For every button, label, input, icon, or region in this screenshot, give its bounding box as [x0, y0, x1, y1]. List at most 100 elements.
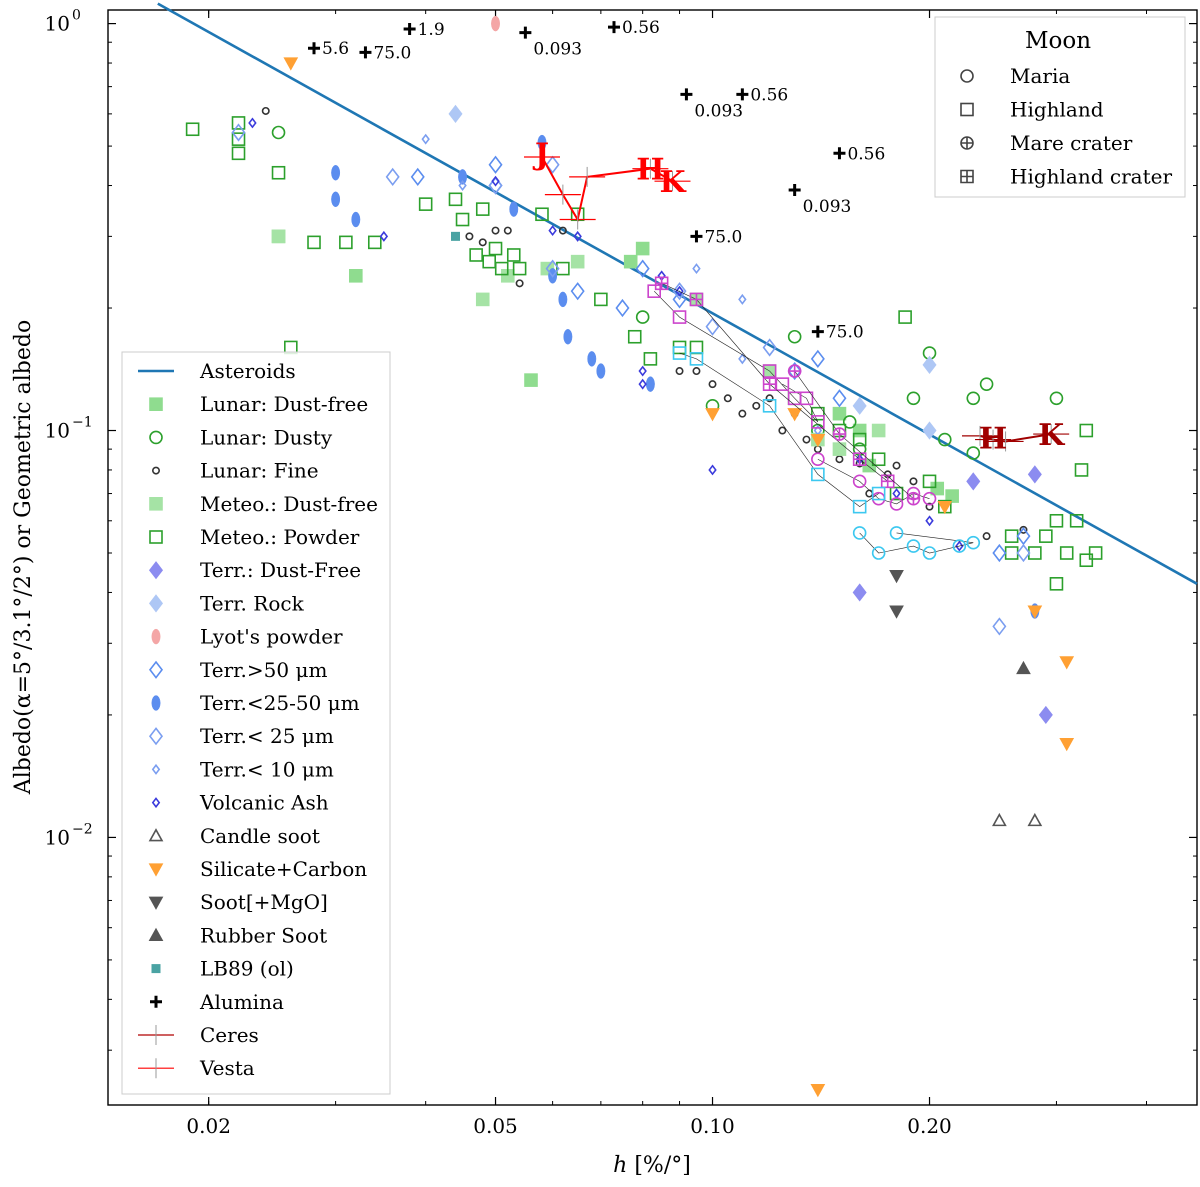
- legend-label-alumina: Alumina: [199, 990, 284, 1014]
- moon-point: [832, 427, 847, 441]
- point-meteo-powder: [339, 235, 353, 250]
- legend-marker-silicate-carbon: [148, 863, 164, 877]
- moon-point: [852, 499, 867, 514]
- point-lyot-s-powder: [491, 15, 500, 32]
- legend-marker-vesta: [138, 1058, 174, 1079]
- moon-point: [762, 364, 777, 378]
- point-meteo-powder: [1039, 529, 1053, 543]
- legend-marker-meteo-dust-free: [149, 496, 163, 511]
- legend-label-asteroids: Asteroids: [199, 359, 296, 383]
- point-terr-rock: [922, 355, 937, 374]
- ceres-point: [962, 425, 999, 446]
- y-tick-exponent: −2: [72, 821, 93, 837]
- moon-point: [966, 535, 981, 550]
- point-terr-25-50-m: [331, 191, 341, 208]
- point-terr-25-50-m: [351, 211, 361, 228]
- point-meteo-powder: [811, 406, 825, 421]
- point-meteo-powder: [1049, 513, 1064, 528]
- point-terr-25-m: [992, 617, 1007, 636]
- legend-marker-lunar-dust-free: [149, 397, 163, 412]
- point-alumina: [680, 88, 693, 101]
- vesta-point: [523, 147, 560, 168]
- moon-point: [654, 276, 669, 291]
- point-lunar-fine: [261, 106, 270, 115]
- legend-label-lunar-dust-free: Lunar: Dust-free: [200, 392, 368, 416]
- vesta-track: [541, 156, 673, 223]
- point-alumina: [811, 325, 824, 338]
- moon-legend-label: Mare crater: [1010, 131, 1133, 155]
- moon-point: [889, 526, 904, 540]
- moon-point-cross: [788, 365, 801, 378]
- point-meteo-powder: [231, 132, 246, 146]
- moon-legend-marker-mare-crater: [960, 136, 974, 150]
- point-terr-rock: [922, 421, 937, 440]
- point-volcanic-ash: [248, 117, 257, 129]
- point-volcanic-ash: [708, 464, 717, 476]
- legend-marker-candle-soot: [148, 828, 164, 842]
- point-terr-25-m: [762, 338, 777, 357]
- moon-point: [799, 391, 814, 406]
- legend-label-candle-soot: Candle soot: [200, 824, 320, 848]
- point-volcanic-ash: [925, 515, 934, 527]
- point-lunar-fine: [558, 226, 567, 235]
- legend-marker-meteo-powder: [149, 530, 163, 544]
- point-meteo-dust-free: [832, 442, 847, 456]
- moon-point-cross: [833, 428, 846, 441]
- vesta-point: [569, 166, 606, 187]
- point-lunar-fine: [802, 435, 811, 444]
- moon-connector-0: [653, 290, 819, 423]
- point-lunar-fine: [778, 426, 787, 435]
- legend-marker-alumina: [150, 995, 162, 1008]
- point-meteo-powder: [1069, 513, 1084, 528]
- moon-point: [852, 526, 867, 540]
- moon-point: [647, 284, 661, 298]
- band-label: J: [532, 137, 549, 172]
- point-meteo-dust-free: [871, 423, 886, 438]
- vesta-point: [544, 184, 581, 205]
- y-tick-label: 10: [45, 419, 70, 443]
- point-silicate-carbon: [937, 501, 953, 515]
- x-tick-label: 0.05: [473, 1114, 518, 1138]
- moon-point: [871, 546, 886, 560]
- x-tick-label: 0.20: [907, 1114, 952, 1138]
- point-meteo-dust-free: [570, 254, 585, 269]
- point-lunar-fine: [909, 477, 918, 486]
- moon-point: [762, 377, 777, 391]
- alumina-annotations-layer: 5.6 75.0 1.9 0.093 0.56 0.093 0.56 0.56 0.093 75.…: [322, 18, 885, 342]
- point-candle-soot: [1027, 812, 1043, 827]
- point-lunar-dusty: [966, 446, 981, 460]
- point-alumina: [608, 21, 620, 34]
- legend-label-terr-rock: Terr. Rock: [200, 591, 305, 615]
- point-terr-25-50-m: [509, 201, 519, 217]
- moon-point: [889, 497, 904, 511]
- point-meteo-powder: [643, 352, 658, 366]
- alumina-size-label: 75.0: [704, 227, 742, 247]
- point-lunar-fine: [503, 226, 512, 235]
- moon-legend-marker-maria: [960, 69, 974, 83]
- point-terr-25-m: [231, 123, 246, 142]
- moon-point: [811, 467, 825, 482]
- band-label: K: [1038, 418, 1065, 453]
- legend-label-terr-10-m: Terr.< 10 μm: [200, 757, 334, 781]
- point-lunar-fine: [925, 502, 934, 511]
- point-meteo-powder: [922, 474, 937, 489]
- legend-label-terr-dust-free: Terr.: Dust-Free: [200, 558, 361, 582]
- point-lunar-fine: [675, 367, 684, 376]
- moon-point: [922, 491, 937, 506]
- point-meteo-powder: [1079, 423, 1094, 438]
- legend-marker-lyot-s-powder: [151, 628, 161, 645]
- point-meteo-powder: [475, 202, 490, 216]
- point-meteo-powder: [1088, 546, 1103, 560]
- point-lunar-fine: [765, 394, 774, 403]
- moon-legend-label: Highland: [1010, 98, 1104, 122]
- point-silicate-carbon: [810, 1084, 826, 1098]
- alumina-size-label: 75.0: [373, 43, 411, 63]
- point-terr-25-m: [385, 167, 400, 187]
- point-volcanic-ash: [955, 540, 964, 552]
- moon-point: [952, 539, 967, 553]
- main-legend: Asteroids Lunar: Dust-free Lunar: Dusty Lun…: [121, 351, 391, 1095]
- moon-point: [922, 546, 937, 560]
- point-soot-mgo: [889, 569, 904, 584]
- point-terr-25-50-m: [331, 164, 341, 181]
- legend-label-terr-25-50-m: Terr.<25-50 μm: [200, 691, 360, 715]
